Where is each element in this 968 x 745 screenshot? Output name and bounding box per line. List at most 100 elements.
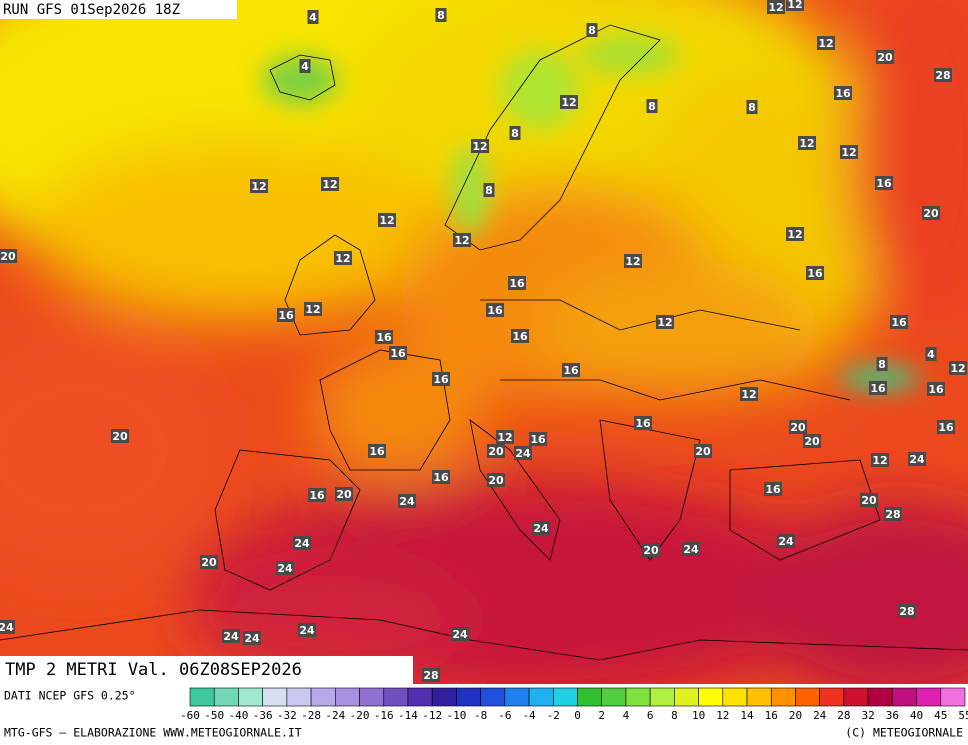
scale-cell	[431, 687, 457, 707]
contour-label: 16	[563, 364, 579, 377]
contour-label-box	[432, 372, 450, 386]
scale-label: -2	[547, 709, 560, 722]
contour-label-box	[200, 555, 218, 569]
scale-cell	[238, 687, 263, 707]
contour-label: 28	[885, 508, 900, 521]
credit: MTG-GFS — ELABORAZIONE WWW.METEOGIORNALE…	[4, 726, 302, 740]
contour-label: 12	[768, 1, 783, 14]
contour-label-box	[389, 346, 407, 360]
header-box	[0, 0, 237, 19]
contour-label-box	[222, 629, 240, 643]
contour-label: 16	[835, 87, 851, 100]
contour-label-box	[682, 542, 700, 556]
contour-label-box	[307, 10, 319, 24]
scale-cell	[407, 687, 433, 707]
scale-cell	[577, 687, 603, 707]
scale-label: -16	[374, 709, 394, 722]
scale-label: 6	[647, 709, 654, 722]
contour-label: 12	[379, 214, 394, 227]
contour-label: 16	[309, 489, 325, 502]
scale-cell	[213, 687, 239, 707]
scale-label: -60	[180, 709, 200, 722]
contour-label: 8	[511, 127, 519, 140]
contour-label-box	[694, 444, 712, 458]
scale-label: 24	[813, 709, 827, 722]
scale-cell	[940, 687, 966, 707]
contour-label-box	[0, 620, 15, 634]
contour-label-box	[803, 434, 821, 448]
contour-label: 20	[488, 445, 504, 458]
contour-label: 16	[765, 483, 781, 496]
contour-label: 20	[643, 544, 659, 557]
contour-label: 20	[877, 51, 893, 64]
contour-label-box	[656, 315, 674, 329]
contour-label-box	[496, 430, 514, 444]
contour-label-box	[453, 233, 471, 247]
contour-label-box	[786, 227, 804, 241]
contour-label: 16	[390, 347, 406, 360]
contour-label: 28	[423, 669, 438, 682]
contour-label-box	[869, 381, 887, 395]
scale-label: -10	[446, 709, 466, 722]
contour-label: 12	[305, 303, 320, 316]
contour-label-box	[250, 179, 268, 193]
contour-label: 12	[251, 180, 266, 193]
contour-label-box	[817, 36, 835, 50]
contour-label-box	[806, 266, 824, 280]
scale-cell	[722, 687, 748, 707]
scale-cell	[674, 687, 699, 707]
contour-label-box	[335, 487, 353, 501]
contour-label: 20	[923, 207, 939, 220]
contour-label-box	[875, 176, 893, 190]
contour-label-box	[764, 482, 782, 496]
scale-cell	[359, 687, 385, 707]
scale-label: 14	[740, 709, 754, 722]
color-scale: -60 -50 -40 -36 -32 -28 -24 -20 -16 -14 -12 -10 -8 -6…	[180, 687, 968, 722]
scale-label: 16	[765, 709, 778, 722]
contour-label: 8	[748, 101, 756, 114]
contour-label-box	[876, 357, 888, 371]
contour-label: 12	[561, 96, 576, 109]
contour-label: 4	[301, 60, 309, 73]
scale-label: -12	[422, 709, 442, 722]
contour-label-box	[925, 347, 937, 361]
contour-label: 16	[876, 177, 892, 190]
contour-label: 24	[515, 447, 531, 460]
contour-label-box	[922, 206, 940, 220]
contour-label: 20	[695, 445, 711, 458]
contour-label-box	[435, 8, 447, 22]
scale-label: 12	[716, 709, 729, 722]
contour-label: 12	[950, 362, 965, 375]
contour-label-box	[511, 329, 529, 343]
contour-label-box	[786, 0, 804, 11]
contour-label-box	[298, 623, 316, 637]
contour-label: 12	[497, 431, 512, 444]
run-label: RUN GFS 01Sep2026 18Z	[3, 2, 180, 18]
contour-label-box	[529, 432, 547, 446]
contour-label: 16	[433, 471, 449, 484]
contour-label: 12	[472, 140, 487, 153]
contour-label-box	[562, 363, 580, 377]
contour-label: 4	[927, 348, 935, 361]
contour-label-box	[471, 139, 489, 153]
scale-cell	[892, 687, 917, 707]
scale-label: 8	[671, 709, 678, 722]
contour-label-box	[308, 488, 326, 502]
contour-label-box	[293, 536, 311, 550]
scale-cell	[746, 687, 772, 707]
scale-label: -6	[498, 709, 511, 722]
contour-label: 24	[277, 562, 293, 575]
contour-label: 16	[807, 267, 823, 280]
contour-label: 20	[488, 474, 504, 487]
contour-label-box	[740, 387, 758, 401]
contour-label: 12	[799, 137, 814, 150]
contour-label: 24	[533, 522, 549, 535]
contour-label: 28	[935, 69, 950, 82]
scale-cell	[601, 687, 627, 707]
contour-label: 20	[804, 435, 820, 448]
contour-label: 16	[530, 433, 546, 446]
contour-label: 8	[878, 358, 886, 371]
contour-label-box	[375, 330, 393, 344]
